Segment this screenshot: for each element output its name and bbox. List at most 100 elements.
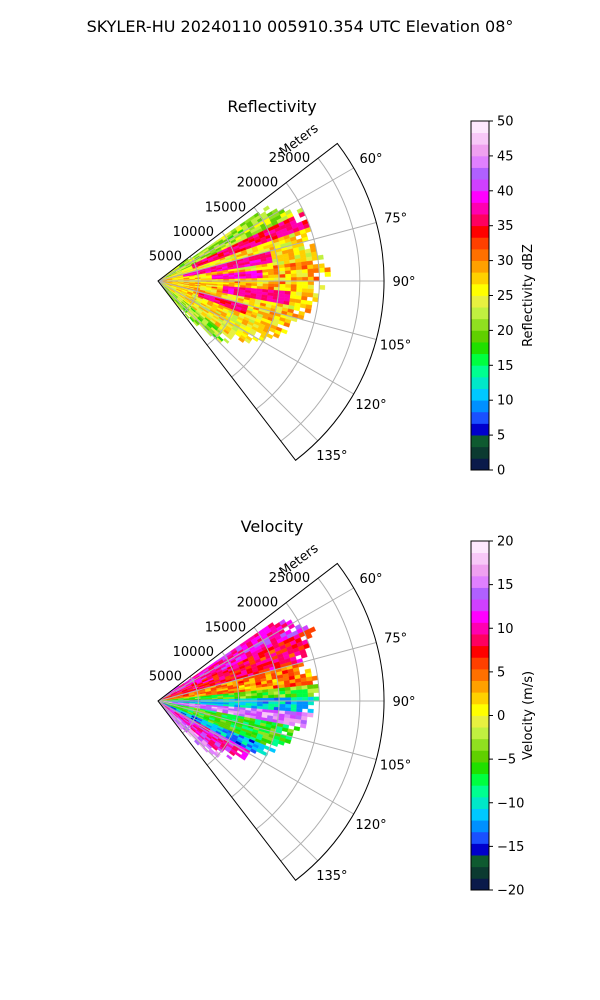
data-cell — [306, 680, 314, 686]
data-cell — [285, 697, 292, 702]
data-cell — [284, 270, 292, 275]
data-cell — [245, 275, 252, 279]
data-cell — [294, 718, 302, 724]
data-cell — [296, 284, 303, 289]
range-gridline — [182, 256, 199, 314]
colorbar-swatch — [471, 132, 489, 145]
azimuth-tick-label: 60° — [359, 152, 382, 167]
colorbar-swatch — [471, 260, 489, 273]
data-cell — [285, 284, 292, 289]
data-cell — [279, 704, 286, 708]
data-cell — [239, 754, 247, 761]
data-cell — [290, 269, 297, 275]
range-tick-label: 10000 — [173, 645, 214, 660]
data-cell — [296, 708, 303, 713]
data-cell — [285, 277, 292, 282]
reflectivity-colorbar: 0 5 10 15 20 25 30 35 40 45 50 — [470, 115, 514, 479]
colorbar-swatch — [471, 750, 489, 763]
data-cell — [302, 276, 309, 282]
velocity-sector-frame — [157, 562, 385, 881]
data-cell — [301, 685, 308, 690]
colorbar-swatch — [471, 564, 489, 577]
data-cell — [307, 692, 314, 698]
reflectivity-grid — [157, 157, 384, 442]
data-cell — [251, 695, 258, 699]
data-cell — [301, 712, 308, 717]
data-cell — [251, 273, 258, 277]
colorbar-swatch — [471, 831, 489, 844]
colorbar-swatch — [471, 202, 489, 215]
colorbar-swatch — [471, 727, 489, 740]
data-cell — [268, 274, 275, 279]
data-cell — [302, 692, 309, 698]
azimuth-tick-label: 90° — [392, 695, 415, 710]
data-cell — [256, 703, 264, 707]
colorbar-swatch — [471, 190, 489, 203]
data-cell — [267, 268, 275, 273]
data-cell — [296, 693, 303, 698]
data-cell — [307, 700, 314, 706]
data-cell — [285, 704, 292, 709]
data-cell — [184, 313, 190, 319]
colorbar-swatch — [471, 446, 489, 459]
azimuth-tick-label: 135° — [316, 449, 347, 464]
colorbar-swatch — [471, 866, 489, 879]
colorbar-swatch — [471, 715, 489, 728]
range-tick-label: 20000 — [237, 596, 278, 611]
range-tick-label: 15000 — [205, 200, 246, 215]
data-cell — [177, 304, 183, 311]
data-cell — [312, 683, 320, 689]
range-gridline — [206, 231, 240, 346]
range-gridline — [255, 602, 320, 830]
data-cell — [312, 263, 320, 269]
data-cell — [307, 708, 314, 714]
colorbar-swatch — [471, 330, 489, 343]
data-cell — [192, 320, 199, 327]
range-tick-label: 5000 — [149, 249, 182, 264]
data-cell — [279, 707, 286, 712]
data-cell — [268, 286, 275, 291]
colorbar-swatch — [471, 738, 489, 751]
data-cell — [228, 276, 235, 280]
colorbar-swatch — [471, 773, 489, 786]
colorbar-swatch — [471, 645, 489, 658]
colorbar-swatch — [471, 248, 489, 261]
data-cell — [302, 272, 309, 278]
data-cell — [262, 283, 269, 287]
colorbar-swatch — [471, 458, 489, 471]
data-cell — [234, 276, 241, 280]
data-cell — [296, 700, 303, 705]
range-gridline — [255, 182, 320, 410]
colorbar-swatch — [471, 657, 489, 670]
data-cell — [285, 273, 292, 278]
data-cell — [226, 754, 233, 761]
data-cell — [318, 267, 325, 273]
azimuth-tick-label: 120° — [355, 398, 386, 413]
colorbar-swatch — [471, 622, 489, 635]
data-cell — [307, 264, 314, 270]
data-cell — [279, 694, 286, 698]
data-cell — [284, 686, 291, 692]
data-cell — [293, 306, 301, 312]
azimuth-gridline — [157, 700, 354, 815]
figure-suptitle: SKYLER-HU 20240110 005910.354 UTC Elevat… — [87, 17, 514, 36]
data-cell — [301, 681, 308, 687]
data-cell — [302, 704, 309, 710]
data-cell — [313, 696, 320, 702]
colorbar-swatch — [471, 855, 489, 868]
colorbar-swatch — [471, 411, 489, 424]
data-cell — [278, 740, 285, 746]
data-cell — [268, 706, 275, 711]
colorbar-swatch — [471, 214, 489, 227]
data-cell — [299, 303, 307, 309]
data-cell — [296, 269, 303, 274]
data-cell — [324, 271, 331, 277]
data-cell — [217, 277, 224, 280]
colorbar-swatch — [471, 283, 489, 296]
data-cell — [302, 700, 309, 706]
data-cell — [217, 697, 224, 700]
data-cell — [245, 693, 252, 697]
range-tick-label: 15000 — [205, 620, 246, 635]
data-cell — [307, 292, 314, 298]
data-cell — [272, 332, 280, 339]
